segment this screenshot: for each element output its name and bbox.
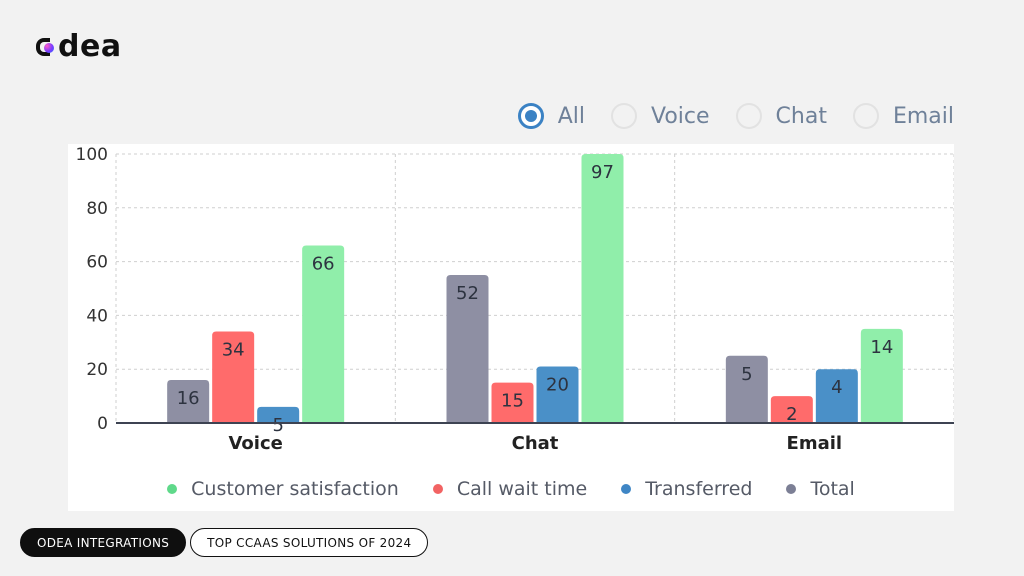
filter-chat-label: Chat	[776, 104, 827, 129]
y-tick-label: 40	[86, 306, 108, 326]
bar-value-label: 97	[591, 162, 614, 183]
y-tick-label: 100	[76, 145, 108, 165]
legend-swatch	[786, 484, 796, 494]
channel-filter: All Voice Chat Email	[518, 103, 954, 129]
bar-chart: 0204060801001634566Voice52152097Chat5241…	[68, 144, 954, 464]
legend-label: Customer satisfaction	[191, 478, 399, 500]
legend-label: Call wait time	[457, 478, 587, 500]
bar-value-label: 14	[870, 337, 893, 358]
tag-top-ccaas-solutions[interactable]: TOP CCAAS SOLUTIONS OF 2024	[190, 528, 428, 557]
legend-item-call-wait-time[interactable]: Call wait time	[433, 478, 587, 500]
bar-value-label: 16	[177, 388, 200, 409]
chart-legend: Customer satisfaction Call wait time Tra…	[68, 478, 954, 500]
legend-swatch	[433, 484, 443, 494]
y-tick-label: 80	[86, 199, 108, 219]
bar-value-label: 4	[831, 377, 842, 398]
filter-chat-radio[interactable]: Chat	[736, 103, 827, 129]
filter-all-label: All	[558, 104, 585, 129]
x-category-label: Email	[787, 433, 843, 454]
x-category-label: Voice	[228, 433, 282, 454]
bar-value-label: 34	[222, 340, 245, 361]
legend-swatch	[167, 484, 177, 494]
tag-odea-integrations[interactable]: ODEA INTEGRATIONS	[20, 528, 186, 557]
x-category-label: Chat	[512, 433, 559, 454]
bar-value-label: 15	[501, 391, 524, 412]
logo-text: dea	[58, 30, 122, 64]
legend-label: Transferred	[645, 478, 752, 500]
filter-email-label: Email	[893, 104, 954, 129]
legend-item-customer-satisfaction[interactable]: Customer satisfaction	[167, 478, 399, 500]
legend-item-transferred[interactable]: Transferred	[621, 478, 752, 500]
bar	[582, 154, 624, 423]
bar-value-label: 66	[312, 253, 335, 274]
filter-email-radio[interactable]: Email	[853, 103, 954, 129]
legend-swatch	[621, 484, 631, 494]
bar-value-label: 5	[741, 364, 752, 385]
bar-value-label: 52	[456, 283, 479, 304]
filter-voice-label: Voice	[651, 104, 710, 129]
legend-label: Total	[810, 478, 854, 500]
radio-selected-icon	[518, 103, 544, 129]
legend-item-total[interactable]: Total	[786, 478, 854, 500]
odea-logo: dea	[36, 30, 122, 64]
filter-voice-radio[interactable]: Voice	[611, 103, 710, 129]
bar-value-label: 20	[546, 375, 569, 396]
y-tick-label: 60	[86, 253, 108, 273]
radio-empty-icon	[736, 103, 762, 129]
filter-all-radio[interactable]: All	[518, 103, 585, 129]
chart-panel: 0 20 40 60 80 100 16 34 5 66 Voice 52 15 20 97 Chat 5 2 4 1…	[68, 144, 954, 511]
y-tick-label: 20	[86, 360, 108, 380]
radio-empty-icon	[611, 103, 637, 129]
odea-o-icon	[36, 37, 56, 57]
footer-tags: ODEA INTEGRATIONS TOP CCAAS SOLUTIONS OF…	[20, 528, 428, 557]
radio-empty-icon	[853, 103, 879, 129]
bar-value-label: 2	[786, 404, 797, 425]
y-tick-label: 0	[97, 414, 108, 434]
